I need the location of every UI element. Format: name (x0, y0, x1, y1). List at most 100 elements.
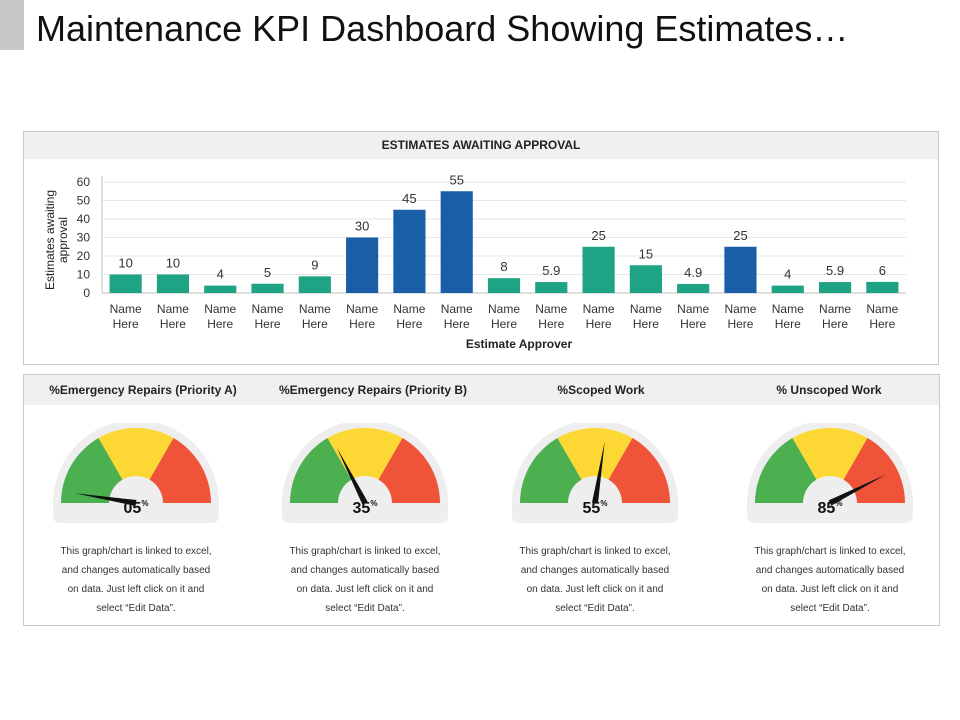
gauge-zone (61, 438, 123, 503)
bar-value-label: 55 (449, 172, 463, 187)
bar (393, 209, 426, 293)
gauge-description: This graph/chart is linked to excel, and … (495, 542, 695, 618)
gauge-zone (378, 438, 440, 503)
title-accent-bar (0, 0, 24, 50)
gauge-description: This graph/chart is linked to excel, and … (265, 542, 465, 618)
bar-value-label: 9 (311, 257, 318, 272)
y-axis-title: Estimates awaitingapproval (43, 190, 70, 290)
x-tick-label: Name (299, 302, 331, 316)
x-tick-label: Here (775, 317, 801, 331)
page-title: Maintenance KPI Dashboard Showing Estima… (36, 8, 849, 49)
x-tick-label: Here (869, 317, 895, 331)
y-tick-label: 10 (77, 268, 91, 282)
bar-value-label: 8 (500, 259, 507, 274)
gauge-dial (53, 423, 219, 523)
gauge-zone (608, 438, 670, 503)
bar (487, 278, 521, 293)
gauge-value: 35% (335, 499, 395, 518)
gauge-panel-header-bg (24, 375, 939, 405)
x-tick-label: Here (444, 317, 470, 331)
bar (204, 285, 237, 293)
bar (156, 274, 190, 293)
y-tick-label: 60 (77, 175, 91, 189)
bar-value-label: 5 (264, 265, 271, 280)
y-tick-label: 50 (77, 194, 91, 208)
x-tick-label: Name (488, 302, 520, 316)
chart-panel-title: ESTIMATES AWAITING APPROVAL (24, 132, 938, 159)
gauge-value-unit: % (835, 499, 843, 508)
x-tick-label: Name (535, 302, 567, 316)
gauge-description-line: on data. Just left click on it and (67, 584, 205, 595)
bar (771, 285, 804, 293)
gauge-value: 85% (800, 499, 860, 518)
gauge-value-number: 55 (582, 500, 601, 517)
bar-value-label: 30 (355, 219, 369, 234)
bar-value-label: 4 (784, 267, 791, 282)
bar-value-label: 4 (217, 267, 224, 282)
y-tick-label: 30 (77, 231, 91, 245)
bar (535, 282, 568, 293)
gauge-description-line: This graph/chart is linked to excel, (754, 546, 906, 557)
gauge-description-line: This graph/chart is linked to excel, (289, 546, 441, 557)
bar (582, 246, 615, 293)
gauge-description-line: select “Edit Data”. (790, 603, 870, 614)
gauge-description-line: and changes automatically based (290, 565, 440, 576)
bar (346, 237, 379, 293)
x-tick-label: Here (633, 317, 659, 331)
y-tick-label: 0 (83, 286, 90, 300)
gauge-description-line: select “Edit Data”. (325, 603, 405, 614)
gauge-zone (755, 438, 817, 503)
gauge-value-number: 05 (123, 500, 142, 517)
x-tick-label: Here (586, 317, 612, 331)
gauge-description-line: select “Edit Data”. (555, 603, 635, 614)
y-tick-label: 20 (77, 249, 91, 263)
gauge-value-unit: % (141, 499, 149, 508)
gauge-zone (792, 428, 868, 480)
gauge-title: %Emergency Repairs (Priority A) (49, 383, 237, 397)
x-tick-label: Here (538, 317, 564, 331)
x-tick-label: Here (160, 317, 186, 331)
gauge-description-line: on data. Just left click on it and (296, 584, 434, 595)
x-tick-label: Here (491, 317, 517, 331)
x-tick-label: Here (822, 317, 848, 331)
bar (818, 282, 852, 293)
x-tick-label: Name (772, 302, 804, 316)
gauge-zone (149, 438, 211, 503)
gauge-title: %Scoped Work (557, 383, 645, 397)
y-tick-label: 40 (77, 212, 91, 226)
bar (724, 246, 757, 293)
gauge-value: 05% (106, 499, 166, 518)
gauge-zone (557, 428, 633, 480)
x-tick-label: Here (255, 317, 281, 331)
x-tick-label: Name (819, 302, 851, 316)
gauge-description-line: select “Edit Data”. (96, 603, 176, 614)
bar (109, 274, 142, 293)
bar (866, 281, 899, 293)
gauge-description: This graph/chart is linked to excel, and … (730, 542, 930, 618)
bar (629, 265, 662, 293)
x-tick-label: Name (346, 302, 378, 316)
gauge-value-number: 35 (352, 500, 371, 517)
gauge-description-line: This graph/chart is linked to excel, (60, 546, 212, 557)
x-tick-label: Name (204, 302, 236, 316)
bar-chart: 010203040506010NameHere10NameHere4NameHe… (43, 172, 906, 351)
x-tick-label: Here (207, 317, 233, 331)
kpi-gauges-panel: %Emergency Repairs (Priority A) 05% This g… (23, 374, 940, 626)
gauge-description-line: on data. Just left click on it and (526, 584, 664, 595)
bar-value-label: 25 (733, 228, 747, 243)
gauge-value-unit: % (370, 499, 378, 508)
x-tick-label: Here (349, 317, 375, 331)
x-tick-label: Here (727, 317, 753, 331)
gauge-description-line: and changes automatically based (520, 565, 670, 576)
gauge-zone (98, 428, 174, 480)
gauge-dial (282, 423, 448, 523)
gauge-description-line: on data. Just left click on it and (761, 584, 899, 595)
x-tick-label: Name (583, 302, 615, 316)
bar-value-label: 10 (118, 256, 132, 271)
x-tick-label: Here (680, 317, 706, 331)
x-tick-label: Name (110, 302, 142, 316)
gauge-value-number: 85 (817, 500, 836, 517)
gauge-title: %Emergency Repairs (Priority B) (278, 383, 468, 397)
gauge-needle (592, 441, 605, 504)
x-tick-label: Name (866, 302, 898, 316)
